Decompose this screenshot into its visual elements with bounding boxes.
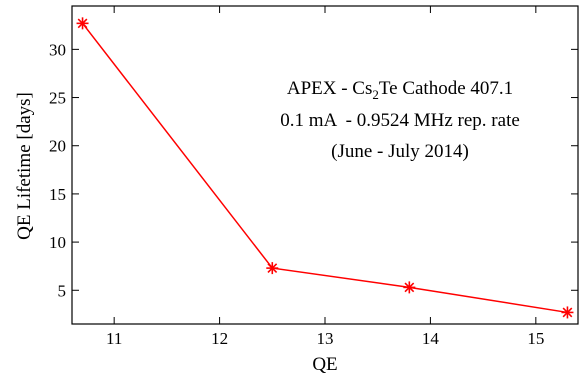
plot-frame [71, 5, 579, 325]
annotation-line-1-subscript: 2 [372, 87, 379, 102]
y-tick-label: 10 [49, 233, 66, 252]
annotation-line-1-suffix: Te Cathode 407.1 [379, 78, 513, 99]
y-axis: 5 10 15 20 25 30 [49, 40, 578, 300]
series-line [81, 22, 568, 314]
data-point [561, 306, 574, 319]
x-tick-label: 15 [527, 329, 544, 348]
y-tick-label: 5 [58, 281, 67, 300]
x-tick-label: 12 [211, 329, 228, 348]
annotation-line-3: (June - July 2014) [331, 141, 469, 162]
data-point [403, 281, 416, 294]
y-tick-label: 25 [49, 89, 66, 108]
y-tick-label: 20 [49, 137, 66, 156]
annotation-line-1-prefix: APEX - Cs [287, 78, 373, 99]
x-axis: 11 12 13 14 15 [106, 6, 544, 348]
x-axis-label: QE [312, 354, 337, 375]
y-tick-label: 30 [49, 40, 66, 59]
y-axis-label: QE Lifetime [days] [14, 92, 35, 240]
x-tick-label: 13 [317, 329, 334, 348]
x-tick-label: 14 [422, 329, 440, 348]
y-tick-label: 15 [49, 185, 66, 204]
data-point [76, 17, 89, 30]
annotation-line-1: APEX - Cs2Te Cathode 407.1 [287, 78, 513, 102]
data-point [266, 262, 279, 275]
plot-marks [76, 17, 574, 319]
annotation-line-2: 0.1 mA - 0.9524 MHz rep. rate [280, 110, 520, 131]
x-tick-label: 11 [106, 329, 122, 348]
